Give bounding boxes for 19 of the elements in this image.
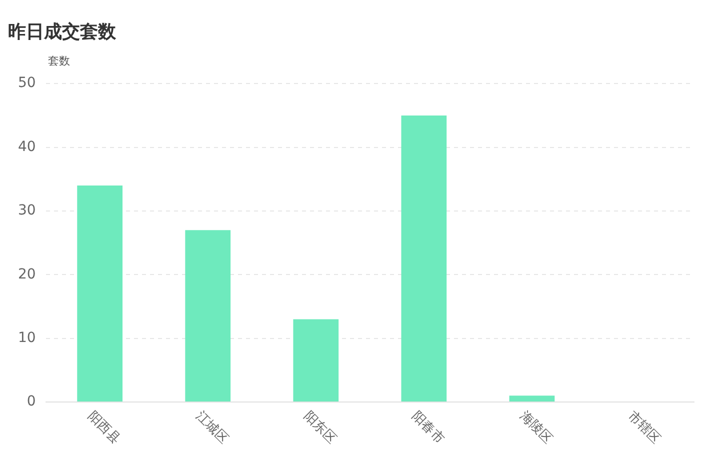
y-tick-label: 30 (18, 202, 36, 219)
x-tick-label: 市辖区 (624, 408, 663, 447)
y-tick-label: 10 (18, 330, 36, 346)
bar (77, 185, 123, 402)
y-tick-label: 40 (18, 138, 36, 155)
x-tick-label: 海陵区 (516, 408, 555, 447)
y-tick-label: 20 (18, 266, 36, 282)
chart-title: 昨日成交套数 (8, 21, 117, 42)
bar (293, 319, 339, 402)
bar (185, 230, 231, 402)
y-tick-label: 0 (26, 394, 36, 410)
bar (401, 115, 447, 402)
x-tick-label: 江城区 (192, 408, 231, 447)
y-axis-title: 套数 (48, 54, 70, 68)
x-tick-label: 阳西县 (84, 408, 123, 447)
y-tick-label: 50 (18, 75, 36, 92)
bar (509, 396, 555, 402)
x-tick-label: 阳春市 (408, 408, 447, 447)
x-tick-label: 阳东区 (300, 408, 339, 447)
